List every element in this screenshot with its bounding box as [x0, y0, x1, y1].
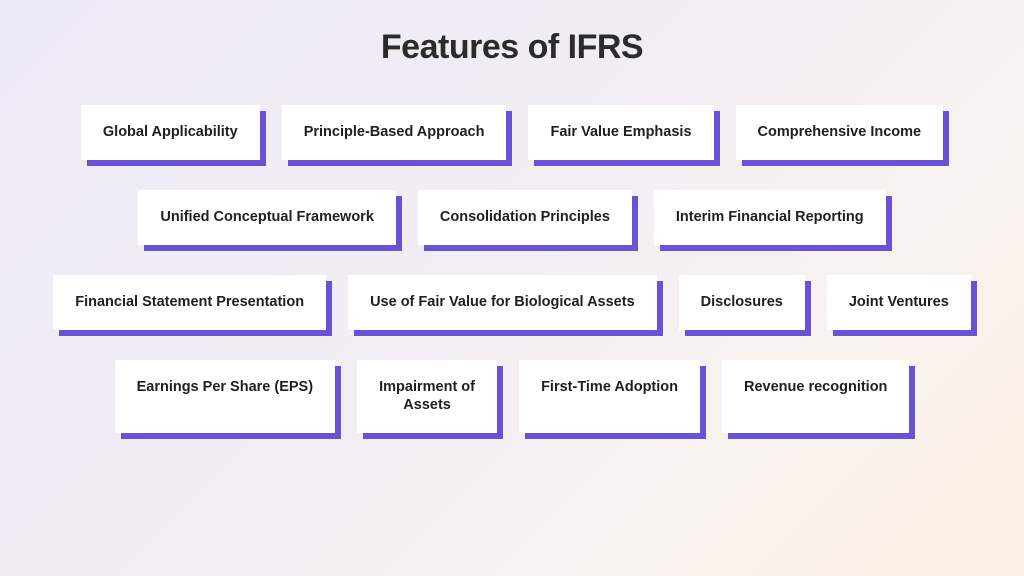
feature-row: Global Applicability Principle-Based Appr… — [81, 105, 943, 160]
feature-box: Impairment of Assets — [357, 360, 497, 434]
feature-row: Unified Conceptual Framework Consolidatio… — [138, 190, 885, 245]
feature-box: Consolidation Principles — [418, 190, 632, 245]
feature-box: Interim Financial Reporting — [654, 190, 886, 245]
feature-box: First-Time Adoption — [519, 360, 700, 434]
feature-row: Financial Statement Presentation Use of F… — [53, 275, 971, 330]
feature-box: Comprehensive Income — [736, 105, 944, 160]
feature-box: Fair Value Emphasis — [528, 105, 713, 160]
feature-box: Earnings Per Share (EPS) — [115, 360, 335, 434]
feature-row: Earnings Per Share (EPS) Impairment of As… — [115, 360, 910, 434]
feature-box: Principle-Based Approach — [282, 105, 507, 160]
feature-box: Financial Statement Presentation — [53, 275, 326, 330]
feature-box: Disclosures — [679, 275, 805, 330]
feature-rows: Global Applicability Principle-Based Appr… — [0, 105, 1024, 433]
feature-box: Joint Ventures — [827, 275, 971, 330]
infographic-container: Features of IFRS Global Applicability Pri… — [0, 0, 1024, 576]
page-title: Features of IFRS — [381, 28, 643, 67]
feature-box: Global Applicability — [81, 105, 260, 160]
feature-box: Revenue recognition — [722, 360, 909, 434]
feature-box: Unified Conceptual Framework — [138, 190, 396, 245]
feature-box: Use of Fair Value for Biological Assets — [348, 275, 657, 330]
